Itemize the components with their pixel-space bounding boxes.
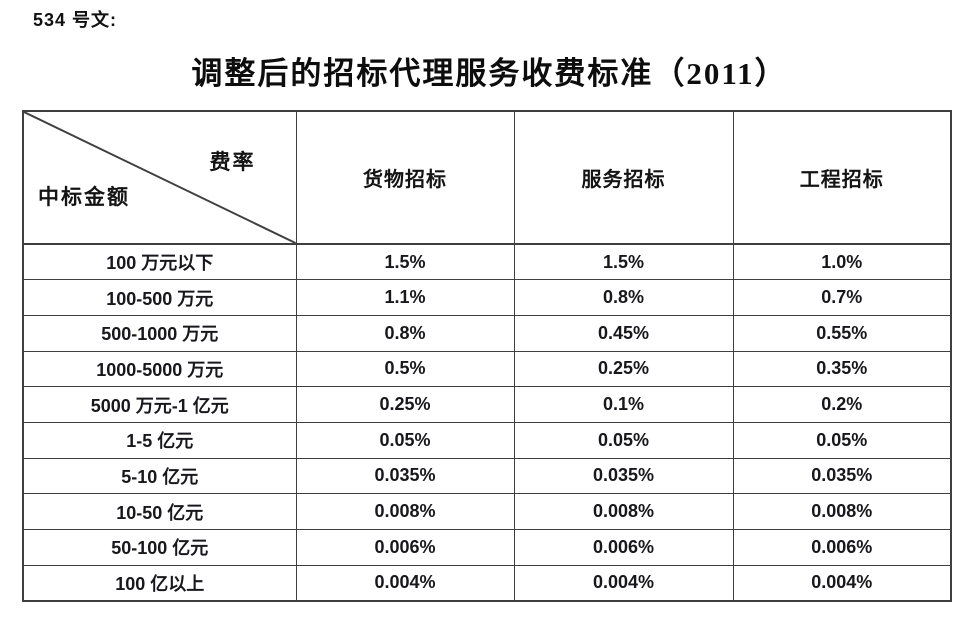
row-label: 50-100 亿元 [22,529,297,566]
value-cell: 0.035% [295,457,515,495]
value-cell: 0.004% [295,564,515,602]
fee-table: 费率 中标金额 货物招标 服务招标 工程招标 100 万元以下 1.5% 1.5… [22,110,952,602]
corner-label-rate: 费率 [209,150,256,174]
value-cell: 0.5% [295,350,515,388]
row-label: 100 万元以下 [22,243,297,281]
table-row: 5000 万元-1 亿元 0.25% 0.1% 0.2% [22,386,952,423]
corner-cell: 费率 中标金额 [22,110,297,245]
value-cell: 0.8% [295,314,515,352]
diagonal-line [24,112,296,243]
column-header-goods: 货物招标 [295,110,515,245]
value-cell: 0.004% [513,564,734,602]
value-cell: 0.035% [732,457,952,495]
value-cell: 0.8% [513,279,734,316]
table-row: 1000-5000 万元 0.5% 0.25% 0.35% [22,350,952,388]
value-cell: 1.0% [732,243,952,281]
value-cell: 0.008% [295,493,515,530]
table-row: 50-100 亿元 0.006% 0.006% 0.006% [22,529,952,566]
column-header-engineering: 工程招标 [732,110,952,245]
value-cell: 0.25% [295,386,515,423]
value-cell: 0.006% [295,529,515,566]
value-cell: 0.25% [513,350,734,388]
value-cell: 0.2% [732,386,952,423]
value-cell: 0.05% [732,421,952,459]
value-cell: 1.1% [295,279,515,316]
doc-number: 534 号文: [33,10,118,30]
row-label: 1000-5000 万元 [22,350,297,388]
header-row: 费率 中标金额 货物招标 服务招标 工程招标 [22,110,952,245]
value-cell: 0.035% [513,457,734,495]
value-cell: 1.5% [513,243,734,281]
value-cell: 0.7% [732,279,952,316]
column-header-services: 服务招标 [513,110,734,245]
value-cell: 0.05% [295,421,515,459]
table-row: 100 亿以上 0.004% 0.004% 0.004% [22,564,952,602]
row-label: 5-10 亿元 [22,457,297,495]
value-cell: 0.008% [732,493,952,530]
value-cell: 0.05% [513,421,734,459]
row-label: 1-5 亿元 [22,421,297,459]
row-label: 500-1000 万元 [22,314,297,352]
corner-label-amount: 中标金额 [38,185,130,209]
table-row: 500-1000 万元 0.8% 0.45% 0.55% [22,314,952,352]
row-label: 5000 万元-1 亿元 [22,386,297,423]
value-cell: 0.008% [513,493,734,530]
row-label: 100-500 万元 [22,279,297,316]
page-title: 调整后的招标代理服务收费标准（2011） [191,56,788,91]
row-label: 100 亿以上 [22,564,297,602]
table-row: 10-50 亿元 0.008% 0.008% 0.008% [22,493,952,530]
value-cell: 0.006% [732,529,952,566]
table-row: 5-10 亿元 0.035% 0.035% 0.035% [22,457,952,495]
value-cell: 0.1% [513,386,734,423]
table-row: 100 万元以下 1.5% 1.5% 1.0% [22,243,952,281]
table-row: 1-5 亿元 0.05% 0.05% 0.05% [22,421,952,459]
value-cell: 0.004% [732,564,952,602]
row-label: 10-50 亿元 [22,493,297,530]
value-cell: 0.006% [513,529,734,566]
value-cell: 0.35% [732,350,952,388]
value-cell: 0.45% [513,314,734,352]
value-cell: 1.5% [295,243,515,281]
value-cell: 0.55% [732,314,952,352]
table-row: 100-500 万元 1.1% 0.8% 0.7% [22,279,952,316]
